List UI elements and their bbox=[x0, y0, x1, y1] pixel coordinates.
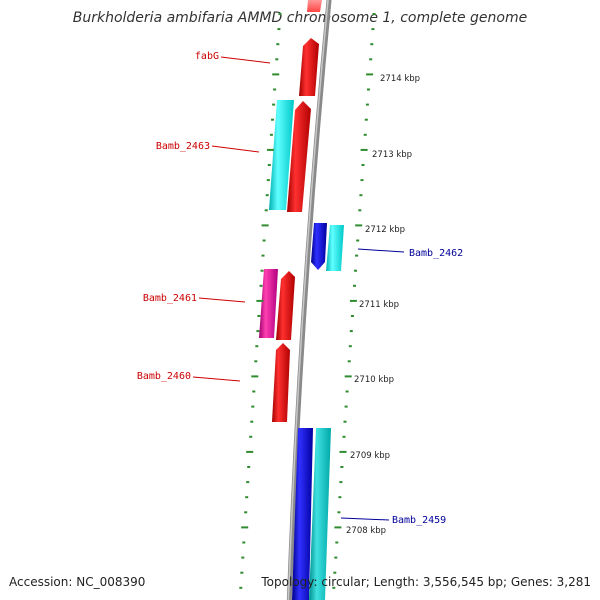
gene-label-bamb-2460[interactable]: Bamb_2460 bbox=[137, 371, 191, 382]
topology-summary-text: Topology: circular; Length: 3,556,545 bp… bbox=[261, 575, 591, 589]
gene-arrow-bamb-2459[interactable] bbox=[292, 428, 313, 600]
gene-arrow-bamb-2461[interactable] bbox=[276, 271, 295, 340]
leader-line-bamb-2461 bbox=[198, 297, 246, 303]
gene-label-bamb-2459[interactable]: Bamb_2459 bbox=[392, 515, 446, 526]
accession-text: Accession: NC_008390 bbox=[9, 575, 146, 589]
gene-arrow-top[interactable] bbox=[307, 0, 322, 12]
kbp-label-2714: 2714 kbp bbox=[380, 74, 420, 84]
leader-line-bamb-2460 bbox=[192, 376, 241, 382]
map-title: Burkholderia ambifaria AMMD chromosome 1… bbox=[72, 10, 528, 26]
gene-label-bamb-2462[interactable]: Bamb_2462 bbox=[409, 248, 463, 259]
kbp-label-2713: 2713 kbp bbox=[372, 150, 412, 160]
kbp-label-2712: 2712 kbp bbox=[365, 225, 405, 235]
gene-arrow-bamb-2463[interactable] bbox=[287, 101, 311, 212]
gene-arrow-bamb-2463-cyan[interactable] bbox=[269, 100, 294, 210]
gene-arrow-bamb-2461-pink[interactable] bbox=[259, 269, 278, 338]
gene-label-bamb-2461[interactable]: Bamb_2461 bbox=[143, 293, 197, 304]
gene-arrow-bamb-2462[interactable] bbox=[311, 223, 327, 270]
gene-arrow-bamb-2459-teal[interactable] bbox=[309, 428, 331, 600]
kbp-label-2711: 2711 kbp bbox=[359, 300, 399, 310]
leader-line-fabG bbox=[220, 56, 271, 64]
gene-label-fabG[interactable]: fabG bbox=[195, 51, 219, 62]
leader-line-bamb-2459 bbox=[340, 517, 390, 521]
kbp-label-2708: 2708 kbp bbox=[346, 526, 386, 536]
kbp-label-2710: 2710 kbp bbox=[354, 375, 394, 385]
gene-arrow-bamb-2462-cyan[interactable] bbox=[326, 225, 344, 271]
leader-line-bamb-2462 bbox=[357, 248, 405, 253]
tick-rings bbox=[239, 13, 376, 589]
gene-arrow-fabG[interactable] bbox=[299, 38, 319, 96]
kbp-label-2709: 2709 kbp bbox=[350, 451, 390, 461]
gene-label-bamb-2463[interactable]: Bamb_2463 bbox=[156, 141, 210, 152]
leader-line-bamb-2463 bbox=[211, 145, 260, 153]
backbone-line bbox=[286, 0, 332, 600]
gene-arrow-bamb-2460[interactable] bbox=[272, 343, 290, 422]
